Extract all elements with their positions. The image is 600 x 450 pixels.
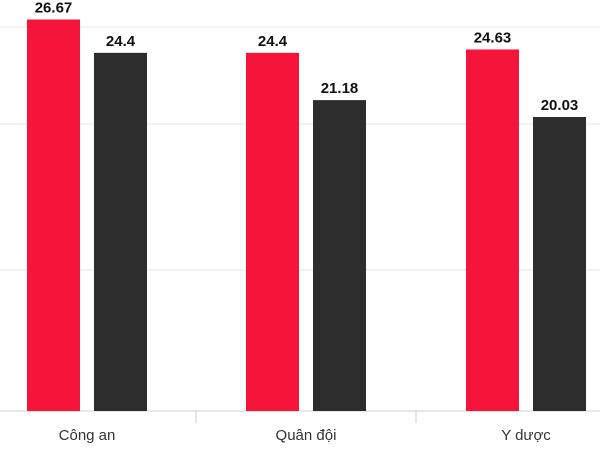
data-label-3-2: 20.03 xyxy=(541,97,579,114)
data-label-1-1: 26.67 xyxy=(35,0,73,17)
bar-1-1 xyxy=(27,19,80,412)
category-label-1: Công an xyxy=(59,427,116,444)
bar-2-1 xyxy=(246,52,299,411)
category-label-3: Y dược xyxy=(501,427,551,444)
data-label-1-2: 24.4 xyxy=(106,33,136,50)
bar-3-2 xyxy=(533,116,586,411)
bar-2-2 xyxy=(313,100,366,412)
bar-1-2 xyxy=(94,52,147,411)
data-label-2-2: 21.18 xyxy=(321,80,359,97)
category-label-2: Quân đội xyxy=(276,427,337,444)
data-label-3-1: 24.63 xyxy=(474,29,512,46)
data-label-2-1: 24.4 xyxy=(258,33,288,50)
bar-3-1 xyxy=(466,49,519,411)
